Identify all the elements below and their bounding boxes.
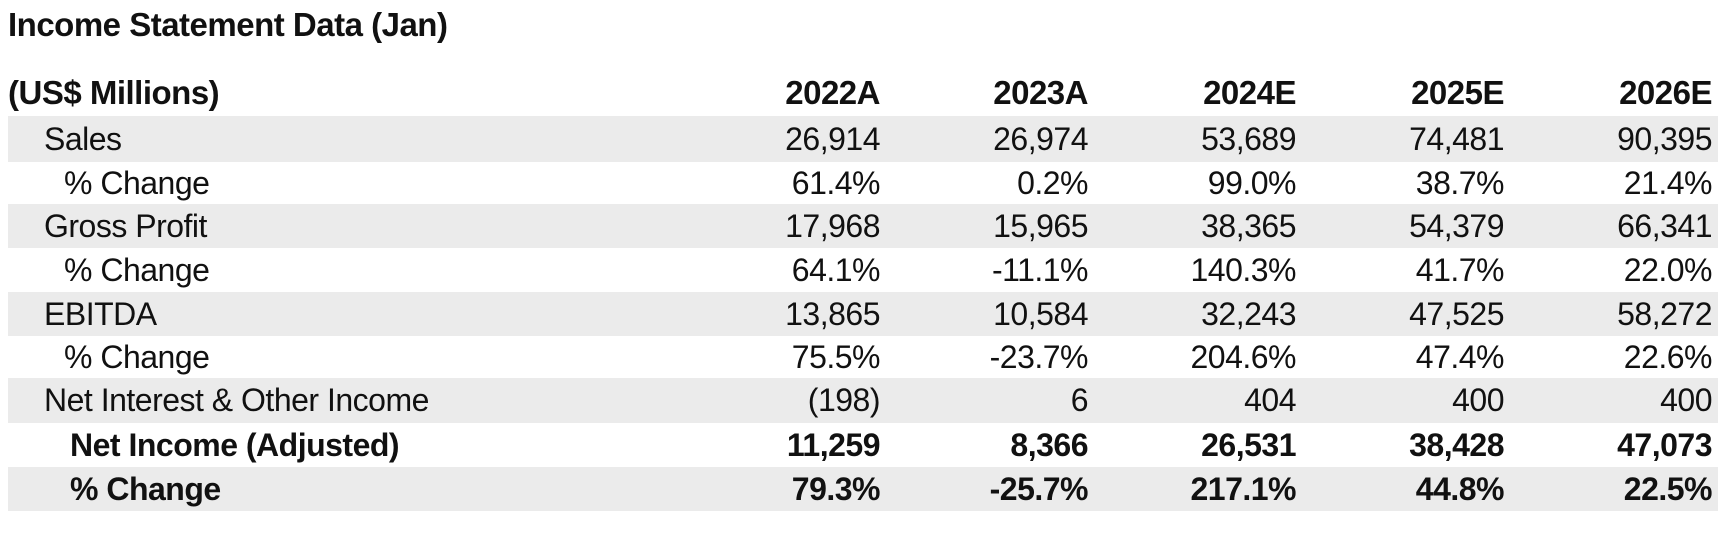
table-cell: -25.7% — [989, 470, 1089, 507]
table-cell: 0.2% — [1017, 164, 1088, 201]
table-cell: 38.7% — [1415, 164, 1505, 201]
table-cell: 21.4% — [1623, 164, 1713, 201]
table-row: Sales 26,914 26,974 53,689 74,481 90,395 — [8, 116, 1718, 162]
table-cell: 26,531 — [1201, 426, 1296, 463]
table-cell: 26,914 — [785, 120, 880, 157]
table-cell: 404 — [1244, 382, 1296, 418]
table-cell: 217.1% — [1190, 470, 1296, 507]
row-label: Gross Profit — [44, 207, 207, 244]
table-cell: 41.7% — [1415, 251, 1505, 288]
row-label: EBITDA — [44, 295, 157, 332]
table-cell: 47.4% — [1415, 338, 1505, 375]
table-cell: 140.3% — [1190, 251, 1296, 288]
table-cell: 58,272 — [1617, 295, 1712, 332]
row-label: % Change — [64, 338, 210, 375]
table-cell: 32,243 — [1201, 295, 1296, 332]
table-cell: 26,974 — [993, 120, 1088, 157]
table-row: Gross Profit 17,968 15,965 38,365 54,379… — [8, 204, 1718, 248]
table-cell: 38,428 — [1409, 426, 1504, 463]
table-cell: 47,073 — [1617, 426, 1712, 463]
table-cell: 61.4% — [791, 164, 881, 201]
row-label: % Change — [64, 164, 210, 201]
table-row: % Change 75.5% -23.7% 204.6% 47.4% 22.6% — [8, 336, 1718, 378]
table-cell: 66,341 — [1617, 207, 1712, 244]
table-cell: 79.3% — [791, 470, 881, 507]
table-cell: 400 — [1452, 382, 1504, 418]
table-title: Income Statement Data (Jan) — [8, 6, 448, 43]
table-cell: 53,689 — [1201, 120, 1296, 157]
row-label: % Change — [70, 470, 221, 507]
table-cell: -23.7% — [989, 338, 1089, 375]
table-cell: 54,379 — [1409, 207, 1504, 244]
table-cell: 90,395 — [1617, 120, 1712, 157]
table-cell: 11,259 — [786, 426, 881, 463]
table-cell: 10,584 — [993, 295, 1088, 332]
table-cell: (198) — [807, 382, 881, 418]
table-cell: 22.0% — [1623, 251, 1713, 288]
table-cell: 38,365 — [1201, 207, 1296, 244]
table-header-row: (US$ Millions) 2022A 2023A 2024E 2025E 2… — [8, 70, 1718, 116]
table-row: % Change 61.4% 0.2% 99.0% 38.7% 21.4% — [8, 162, 1718, 204]
table-row: EBITDA 13,865 10,584 32,243 47,525 58,27… — [8, 292, 1718, 336]
column-header: 2022A — [785, 74, 880, 111]
row-label: Net Income (Adjusted) — [70, 426, 400, 463]
table-cell: 6 — [1070, 382, 1089, 418]
table-cell: 8,366 — [1010, 426, 1088, 463]
table-cell: 74,481 — [1409, 120, 1504, 157]
table-cell: 64.1% — [791, 251, 881, 288]
table-row: Net Interest & Other Income (198) 6 404 … — [8, 378, 1718, 423]
table-cell: 400 — [1660, 382, 1712, 418]
table-cell: -11.1% — [991, 251, 1089, 288]
units-label: (US$ Millions) — [8, 74, 220, 111]
table-row: Net Income (Adjusted) 11,259 8,366 26,53… — [8, 423, 1718, 467]
table-cell: 15,965 — [993, 207, 1088, 244]
table-cell: 204.6% — [1190, 338, 1296, 375]
table-row: % Change 64.1% -11.1% 140.3% 41.7% 22.0% — [8, 248, 1718, 292]
table-cell: 13,865 — [785, 295, 880, 332]
income-statement-table: (US$ Millions) 2022A 2023A 2024E 2025E 2… — [8, 70, 1718, 511]
table-cell: 17,968 — [785, 207, 880, 244]
column-header: 2025E — [1411, 74, 1504, 111]
table-cell: 22.6% — [1623, 338, 1713, 375]
row-label: Sales — [44, 120, 122, 157]
table-row: % Change 79.3% -25.7% 217.1% 44.8% 22.5% — [8, 467, 1718, 511]
table-cell: 99.0% — [1207, 164, 1297, 201]
column-header: 2024E — [1203, 74, 1296, 111]
table-cell: 47,525 — [1409, 295, 1504, 332]
table-cell: 22.5% — [1623, 470, 1713, 507]
row-label: % Change — [64, 251, 210, 288]
table-cell: 75.5% — [791, 338, 881, 375]
table-cell: 44.8% — [1415, 470, 1505, 507]
column-header: 2026E — [1619, 74, 1712, 111]
row-label: Net Interest & Other Income — [44, 382, 429, 418]
column-header: 2023A — [993, 74, 1088, 111]
